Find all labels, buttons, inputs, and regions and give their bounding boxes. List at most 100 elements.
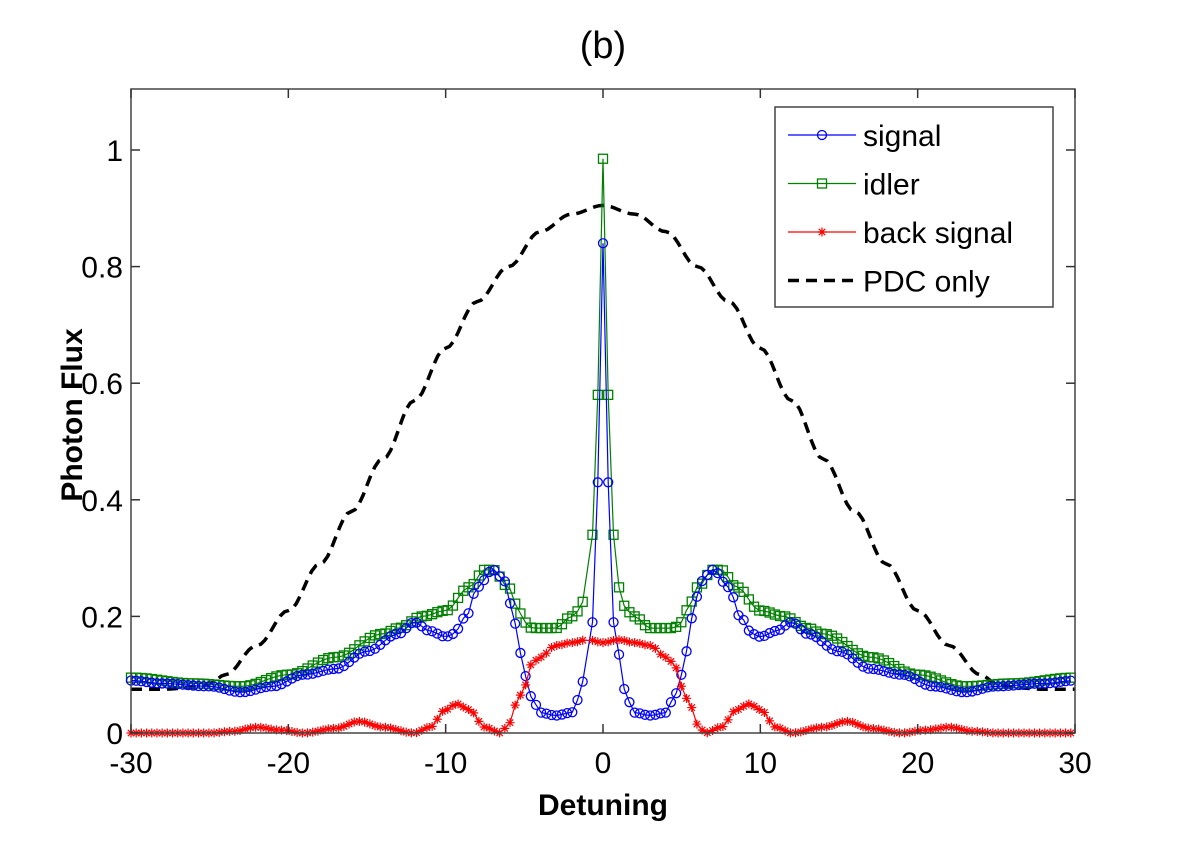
data-point-signal <box>141 676 152 688</box>
data-point-signal <box>764 627 775 639</box>
data-point-back-signal <box>697 725 707 735</box>
data-point-back-signal <box>547 643 557 653</box>
data-point-back-signal <box>458 702 468 712</box>
data-point-signal <box>281 676 292 687</box>
data-point-idler <box>416 611 427 622</box>
data-point-back-signal <box>391 724 401 734</box>
data-point-idler <box>764 607 775 618</box>
data-point-signal <box>364 645 375 657</box>
data-point-signal <box>406 617 417 629</box>
data-point-idler <box>323 653 334 664</box>
data-point-signal <box>411 617 422 628</box>
data-point-back-signal <box>962 726 972 736</box>
data-point-idler <box>619 600 630 611</box>
data-point-idler <box>478 564 490 576</box>
data-point-idler <box>333 651 344 663</box>
data-point-signal <box>873 664 884 675</box>
data-point-signal <box>800 628 812 639</box>
data-point-idler <box>291 668 303 679</box>
data-point-signal <box>925 680 936 692</box>
data-point-signal <box>639 709 651 720</box>
legend-label: PDC only <box>863 266 990 299</box>
data-point-back-signal <box>801 726 811 736</box>
data-point-back-signal <box>733 704 743 714</box>
data-point-signal <box>691 591 703 602</box>
data-point-back-signal <box>567 638 577 648</box>
data-point-back-signal <box>619 636 629 646</box>
data-point-idler <box>364 632 375 644</box>
data-point-back-signal <box>256 722 266 732</box>
data-point-idler <box>385 625 396 637</box>
data-point-idler <box>904 668 915 679</box>
data-point-back-signal <box>926 725 936 735</box>
data-point-back-signal <box>842 716 852 726</box>
data-point-back-signal <box>874 724 884 734</box>
data-point-signal <box>619 683 630 695</box>
legend-item-PDC-only: PDC only <box>788 266 990 299</box>
data-point-idler <box>260 674 272 686</box>
data-point-signal <box>188 680 199 691</box>
data-point-signal <box>312 667 324 678</box>
data-point-signal <box>546 709 557 721</box>
data-point-signal <box>504 598 516 609</box>
data-point-signal <box>255 683 266 694</box>
data-point-idler <box>504 583 516 594</box>
data-point-signal <box>707 564 718 575</box>
data-point-idler <box>458 585 469 596</box>
data-point-idler <box>868 652 879 663</box>
data-point-idler <box>395 622 407 633</box>
data-point-signal <box>686 613 697 624</box>
data-point-idler <box>608 529 619 540</box>
data-point-back-signal <box>863 723 873 733</box>
data-point-back-signal <box>770 722 780 732</box>
data-point-signal <box>297 669 308 680</box>
data-point-signal <box>769 625 780 637</box>
data-point-signal <box>930 681 941 692</box>
data-point-idler <box>447 600 459 611</box>
data-point-signal <box>754 631 765 642</box>
data-point-signal <box>603 477 614 488</box>
data-point-signal <box>722 581 734 593</box>
data-point-signal <box>613 649 625 660</box>
data-point-back-signal <box>666 656 676 666</box>
series-line-PDC-only <box>131 203 1075 692</box>
data-point-back-signal <box>931 724 941 734</box>
data-point-signal <box>806 629 817 640</box>
data-point-signal <box>157 678 168 689</box>
data-point-back-signal <box>245 723 255 733</box>
data-point-back-signal <box>759 707 769 717</box>
data-point-back-signal <box>438 706 448 716</box>
data-point-signal <box>567 707 578 718</box>
data-point-signal <box>624 697 635 708</box>
data-point-idler <box>452 592 464 604</box>
legend-label: back signal <box>863 217 1013 250</box>
data-point-back-signal <box>479 722 489 732</box>
data-point-signal <box>1008 680 1019 691</box>
data-point-idler <box>728 580 739 591</box>
data-point-back-signal <box>645 641 655 651</box>
data-point-idler <box>660 622 671 634</box>
data-point-signal <box>577 676 588 687</box>
data-point-signal <box>852 657 864 668</box>
data-point-signal <box>401 623 412 634</box>
data-point-signal <box>426 626 438 637</box>
data-point-signal <box>660 707 671 718</box>
data-point-idler <box>826 630 838 641</box>
data-point-idler <box>592 389 603 401</box>
data-point-idler <box>556 619 568 630</box>
data-point-signal <box>515 647 526 659</box>
data-point-idler <box>889 660 900 672</box>
legend-label: signal <box>863 120 941 153</box>
data-point-idler <box>234 681 246 692</box>
data-point-back-signal <box>941 722 951 732</box>
data-point-idler <box>743 594 754 605</box>
data-point-signal <box>956 686 967 698</box>
data-point-signal <box>478 574 490 586</box>
data-point-signal <box>463 608 474 619</box>
data-point-idler <box>639 620 651 631</box>
data-point-idler <box>421 610 433 621</box>
data-point-signal <box>499 576 510 587</box>
data-point-signal <box>868 663 879 675</box>
data-point-idler <box>738 586 749 598</box>
y-tick-label: 1 <box>106 135 123 168</box>
